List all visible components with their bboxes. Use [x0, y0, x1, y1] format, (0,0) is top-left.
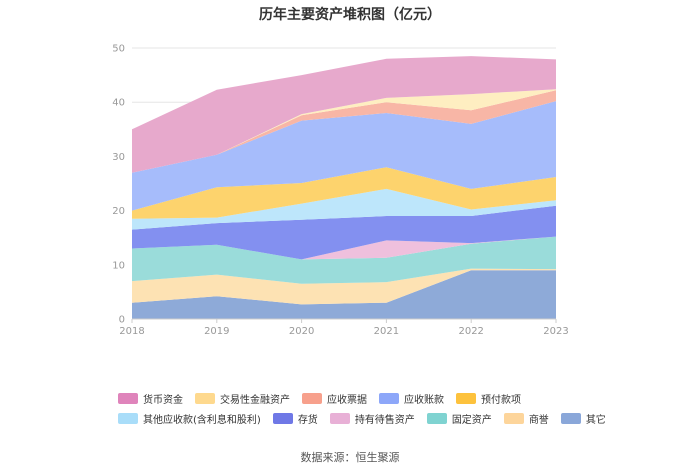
legend-swatch: [302, 392, 322, 404]
area-series-持有待售资产: [132, 236, 556, 260]
legend-item[interactable]: 固定资产: [426, 411, 492, 426]
legend-item[interactable]: 交易性金融资产: [195, 391, 290, 406]
legend-row: 货币资金 交易性金融资产 应收票据 应收账款 预付款项: [118, 388, 678, 408]
y-tick-label: 30: [112, 152, 125, 163]
area-series-应收票据: [132, 90, 556, 173]
area-series-其他应收款(含利息和股利): [132, 188, 556, 230]
area-series-存货: [132, 205, 556, 260]
legend-swatch: [456, 392, 476, 404]
legend-label: 交易性金融资产: [220, 394, 290, 406]
data-source: 数据来源：恒生聚源: [300, 451, 400, 464]
legend-swatch: [272, 412, 293, 424]
area-series-固定资产: [132, 236, 556, 284]
legend-label: 固定资产: [451, 414, 492, 426]
x-tick-label: 2018: [119, 326, 144, 337]
y-tick-label: 10: [112, 260, 125, 271]
x-tick-label: 2020: [289, 326, 314, 337]
y-tick-label: 20: [112, 206, 125, 217]
legend-item[interactable]: 持有待售资产: [329, 411, 415, 426]
legend-swatch: [560, 412, 581, 424]
chart-title: 历年主要资产堆积图（亿元）: [259, 7, 441, 23]
x-tick-label: 2019: [204, 326, 229, 337]
area-series-预付款项: [132, 167, 556, 219]
legend-label: 存货: [297, 414, 318, 426]
legend-label: 其它: [585, 414, 606, 426]
legend-item[interactable]: 应收账款: [379, 391, 444, 406]
legend-swatch: [503, 412, 524, 424]
x-tick-label: 2021: [374, 326, 399, 337]
legend: 货币资金 交易性金融资产 应收票据 应收账款 预付款项其他应收款(含利息和股利) 存货 持有…: [118, 388, 678, 428]
legend-label: 预付款项: [481, 394, 521, 406]
legend-item[interactable]: 其他应收款(含利息和股利): [118, 411, 261, 426]
legend-item[interactable]: 应收票据: [302, 391, 367, 406]
legend-label: 应收票据: [327, 394, 367, 406]
legend-swatch: [329, 412, 350, 424]
x-tick-label: 2022: [458, 326, 483, 337]
legend-item[interactable]: 存货: [272, 411, 318, 426]
legend-swatch: [426, 412, 447, 424]
legend-swatch: [118, 412, 138, 424]
legend-label: 持有待售资产: [354, 414, 415, 426]
x-tick-label: 2023: [543, 326, 568, 337]
area-series-应收账款: [132, 101, 556, 211]
area-series-交易性金融资产: [132, 89, 556, 173]
y-tick-label: 50: [112, 44, 125, 55]
stacked-area-chart: 0 10 20 30 40 50 2018 2019 2020 2021 2022 2023: [112, 44, 568, 338]
legend-label: 商誉: [528, 414, 549, 426]
area-series-商誉: [132, 268, 556, 305]
legend-swatch: [195, 392, 215, 404]
area-series-货币资金: [132, 56, 556, 173]
legend-label: 货币资金: [143, 394, 183, 406]
legend-row: 其他应收款(含利息和股利) 存货 持有待售资产 固定资产 商誉 其它: [118, 408, 678, 428]
legend-item[interactable]: 货币资金: [118, 391, 183, 406]
legend-item[interactable]: 其它: [560, 411, 606, 426]
axes: 0 10 20 30 40 50 2018 2019 2020 2021 2022 2023: [112, 44, 568, 338]
area-series-其它: [132, 270, 556, 319]
y-tick-label: 0: [119, 315, 125, 326]
legend-swatch: [118, 392, 138, 404]
area-series: [132, 56, 556, 319]
legend-item[interactable]: 商誉: [503, 411, 549, 426]
legend-label: 应收账款: [404, 394, 444, 406]
legend-item[interactable]: 预付款项: [456, 391, 521, 406]
y-tick-label: 40: [112, 98, 125, 109]
legend-swatch: [379, 392, 399, 404]
legend-label: 其他应收款(含利息和股利): [143, 414, 261, 426]
